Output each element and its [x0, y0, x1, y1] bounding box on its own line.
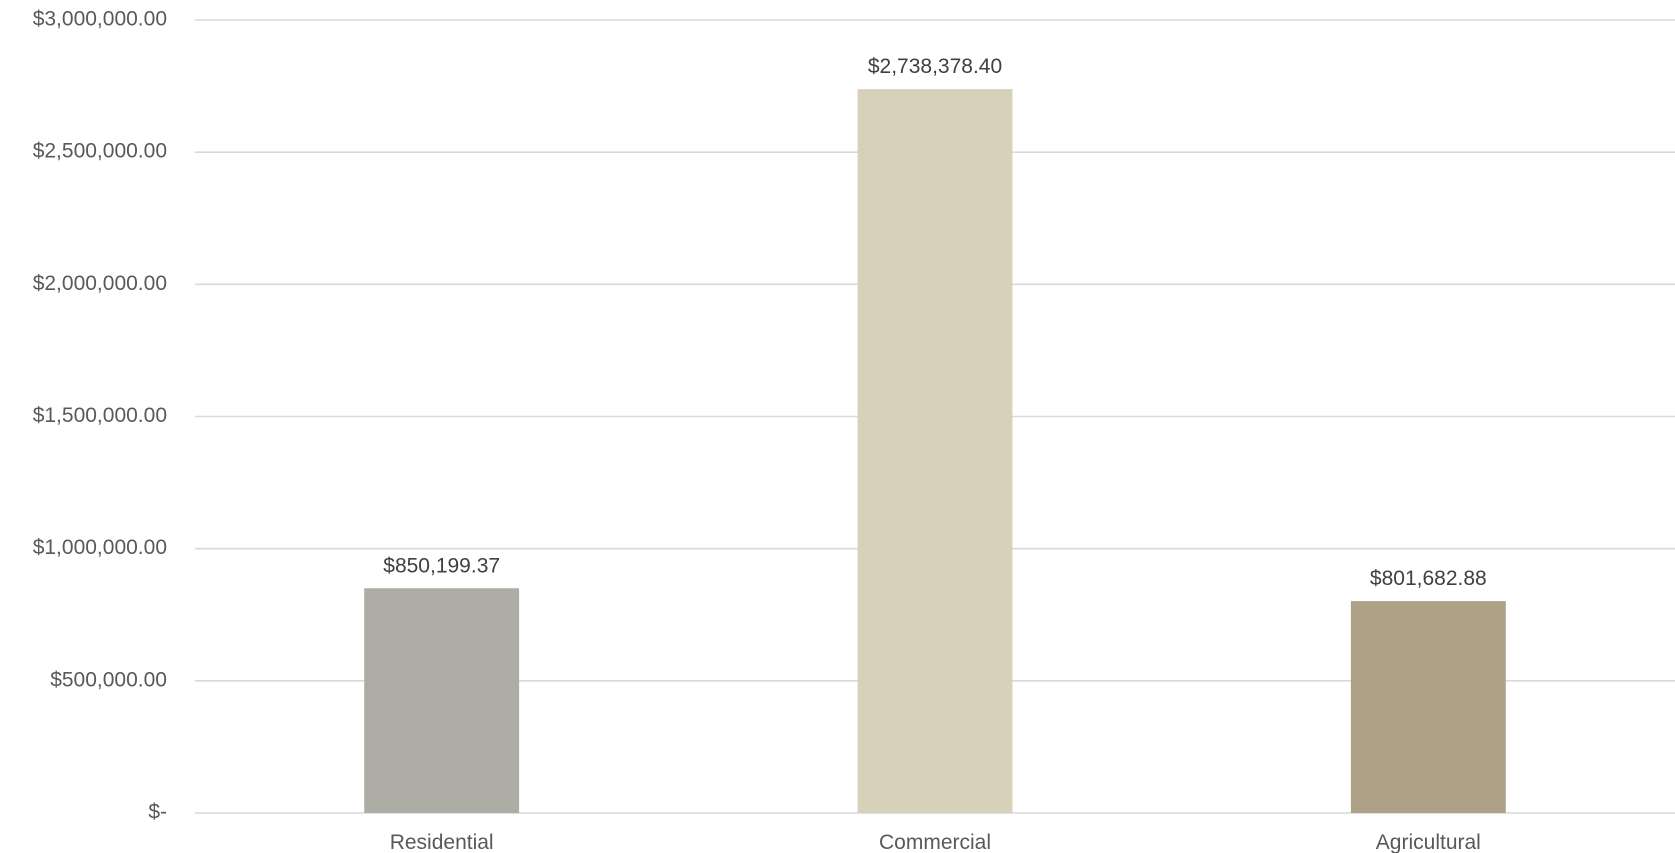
y-tick-label: $2,500,000.00	[33, 140, 167, 163]
bar-agricultural	[1350, 601, 1506, 813]
y-tick-label: $500,000.00	[50, 668, 167, 691]
y-tick-label: $2,000,000.00	[33, 272, 167, 295]
y-tick-label: $1,000,000.00	[33, 536, 167, 559]
category-label: Commercial	[879, 831, 991, 853]
category-label: Residential	[390, 831, 494, 853]
bar-commercial	[857, 89, 1013, 813]
data-label: $2,738,378.40	[868, 55, 1002, 78]
data-label: $850,199.37	[383, 554, 500, 577]
y-tick-label: $-	[148, 801, 167, 824]
y-tick-label: $1,500,000.00	[33, 404, 167, 427]
bars	[364, 89, 1506, 813]
data-labels: $850,199.37 $2,738,378.40 $801,682.88	[383, 55, 1486, 590]
data-label: $801,682.88	[1370, 567, 1487, 590]
y-tick-label: $3,000,000.00	[33, 8, 167, 31]
x-axis-category-labels: Residential Commercial Agricultural	[390, 831, 1481, 853]
category-label: Agricultural	[1376, 831, 1481, 853]
bar-residential	[364, 588, 520, 813]
y-axis-tick-labels: $- $500,000.00 $1,000,000.00 $1,500,000.00 $…	[33, 8, 167, 824]
